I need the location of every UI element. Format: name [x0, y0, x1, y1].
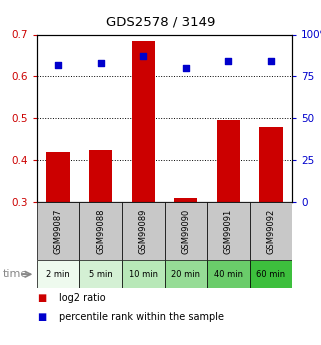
Bar [164, 260, 207, 288]
Bar [259, 127, 282, 202]
Bar [47, 152, 70, 202]
Text: ■: ■ [37, 294, 46, 303]
Point [141, 53, 146, 59]
Bar [79, 260, 122, 288]
Text: log2 ratio: log2 ratio [59, 294, 106, 303]
Text: 40 min: 40 min [214, 270, 243, 279]
Point [183, 65, 188, 71]
Text: GSM99092: GSM99092 [266, 208, 275, 254]
Text: time: time [3, 269, 29, 279]
Text: percentile rank within the sample: percentile rank within the sample [59, 313, 224, 322]
Bar [37, 202, 79, 260]
Bar [207, 202, 250, 260]
Bar [207, 260, 250, 288]
Bar [217, 120, 240, 202]
Text: 10 min: 10 min [129, 270, 158, 279]
Bar [122, 260, 164, 288]
Point [98, 60, 103, 66]
Point [56, 62, 61, 67]
Text: GSM99087: GSM99087 [54, 208, 63, 254]
Text: 20 min: 20 min [171, 270, 200, 279]
Bar [164, 202, 207, 260]
Text: GSM99091: GSM99091 [224, 208, 233, 254]
Bar [122, 202, 164, 260]
Bar [174, 198, 197, 202]
Text: 5 min: 5 min [89, 270, 113, 279]
Text: GSM99089: GSM99089 [139, 208, 148, 254]
Text: GSM99090: GSM99090 [181, 208, 190, 254]
Point [226, 59, 231, 64]
Text: GDS2578 / 3149: GDS2578 / 3149 [106, 16, 215, 29]
Bar [250, 202, 292, 260]
Point [268, 59, 273, 64]
Bar [79, 202, 122, 260]
Bar [132, 41, 155, 202]
Bar [89, 149, 112, 202]
Text: GSM99088: GSM99088 [96, 208, 105, 254]
Text: 2 min: 2 min [46, 270, 70, 279]
Bar [250, 260, 292, 288]
Bar [37, 260, 79, 288]
Text: 60 min: 60 min [256, 270, 285, 279]
Text: ■: ■ [37, 313, 46, 322]
